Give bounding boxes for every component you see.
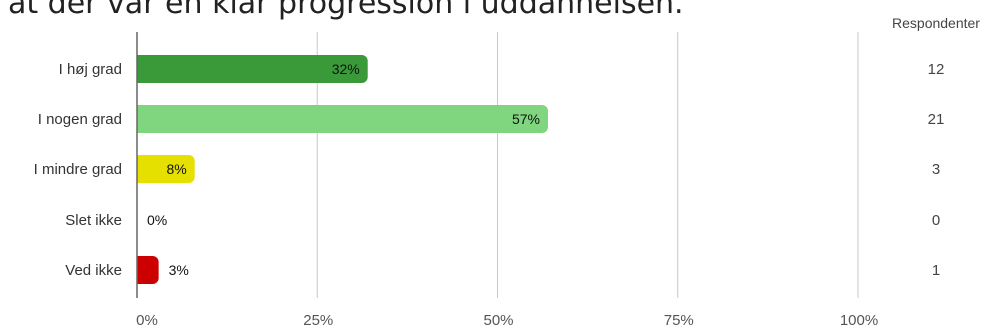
value-labels: 32% 57% 8% 0% 3% [147, 61, 540, 278]
category-label: I høj grad [59, 61, 122, 78]
x-tick-labels: 0% 25% 50% 75% 100% [136, 312, 878, 329]
respondent-count: 21 [928, 111, 945, 128]
x-tick-label: 50% [483, 312, 513, 329]
category-label: I mindre grad [34, 161, 122, 178]
category-label: Ved ikke [65, 262, 122, 279]
bar-left-edge [137, 155, 145, 183]
bar-left-edge [137, 105, 145, 133]
value-label: 8% [166, 161, 186, 177]
respondents-header: Respondenter [892, 15, 980, 31]
bars [137, 55, 548, 284]
x-tick-label: 100% [840, 312, 878, 329]
x-tick-label: 0% [136, 312, 158, 329]
bar-left-edge [137, 256, 145, 284]
respondent-count: 3 [932, 161, 940, 178]
category-label: Slet ikke [65, 212, 122, 229]
value-label: 57% [512, 111, 540, 127]
x-tick-label: 25% [303, 312, 333, 329]
category-label: I nogen grad [38, 111, 122, 128]
respondent-count: 12 [928, 61, 945, 78]
respondent-count: 1 [932, 262, 940, 279]
respondent-count: 0 [932, 212, 940, 229]
bar [137, 105, 548, 133]
bar-left-edge [137, 55, 145, 83]
x-tick-label: 75% [664, 312, 694, 329]
value-label: 3% [169, 262, 189, 278]
gridlines [317, 32, 858, 298]
value-label: 32% [332, 61, 360, 77]
value-label: 0% [147, 212, 167, 228]
category-labels: I høj grad I nogen grad I mindre grad Slet … [34, 61, 122, 279]
